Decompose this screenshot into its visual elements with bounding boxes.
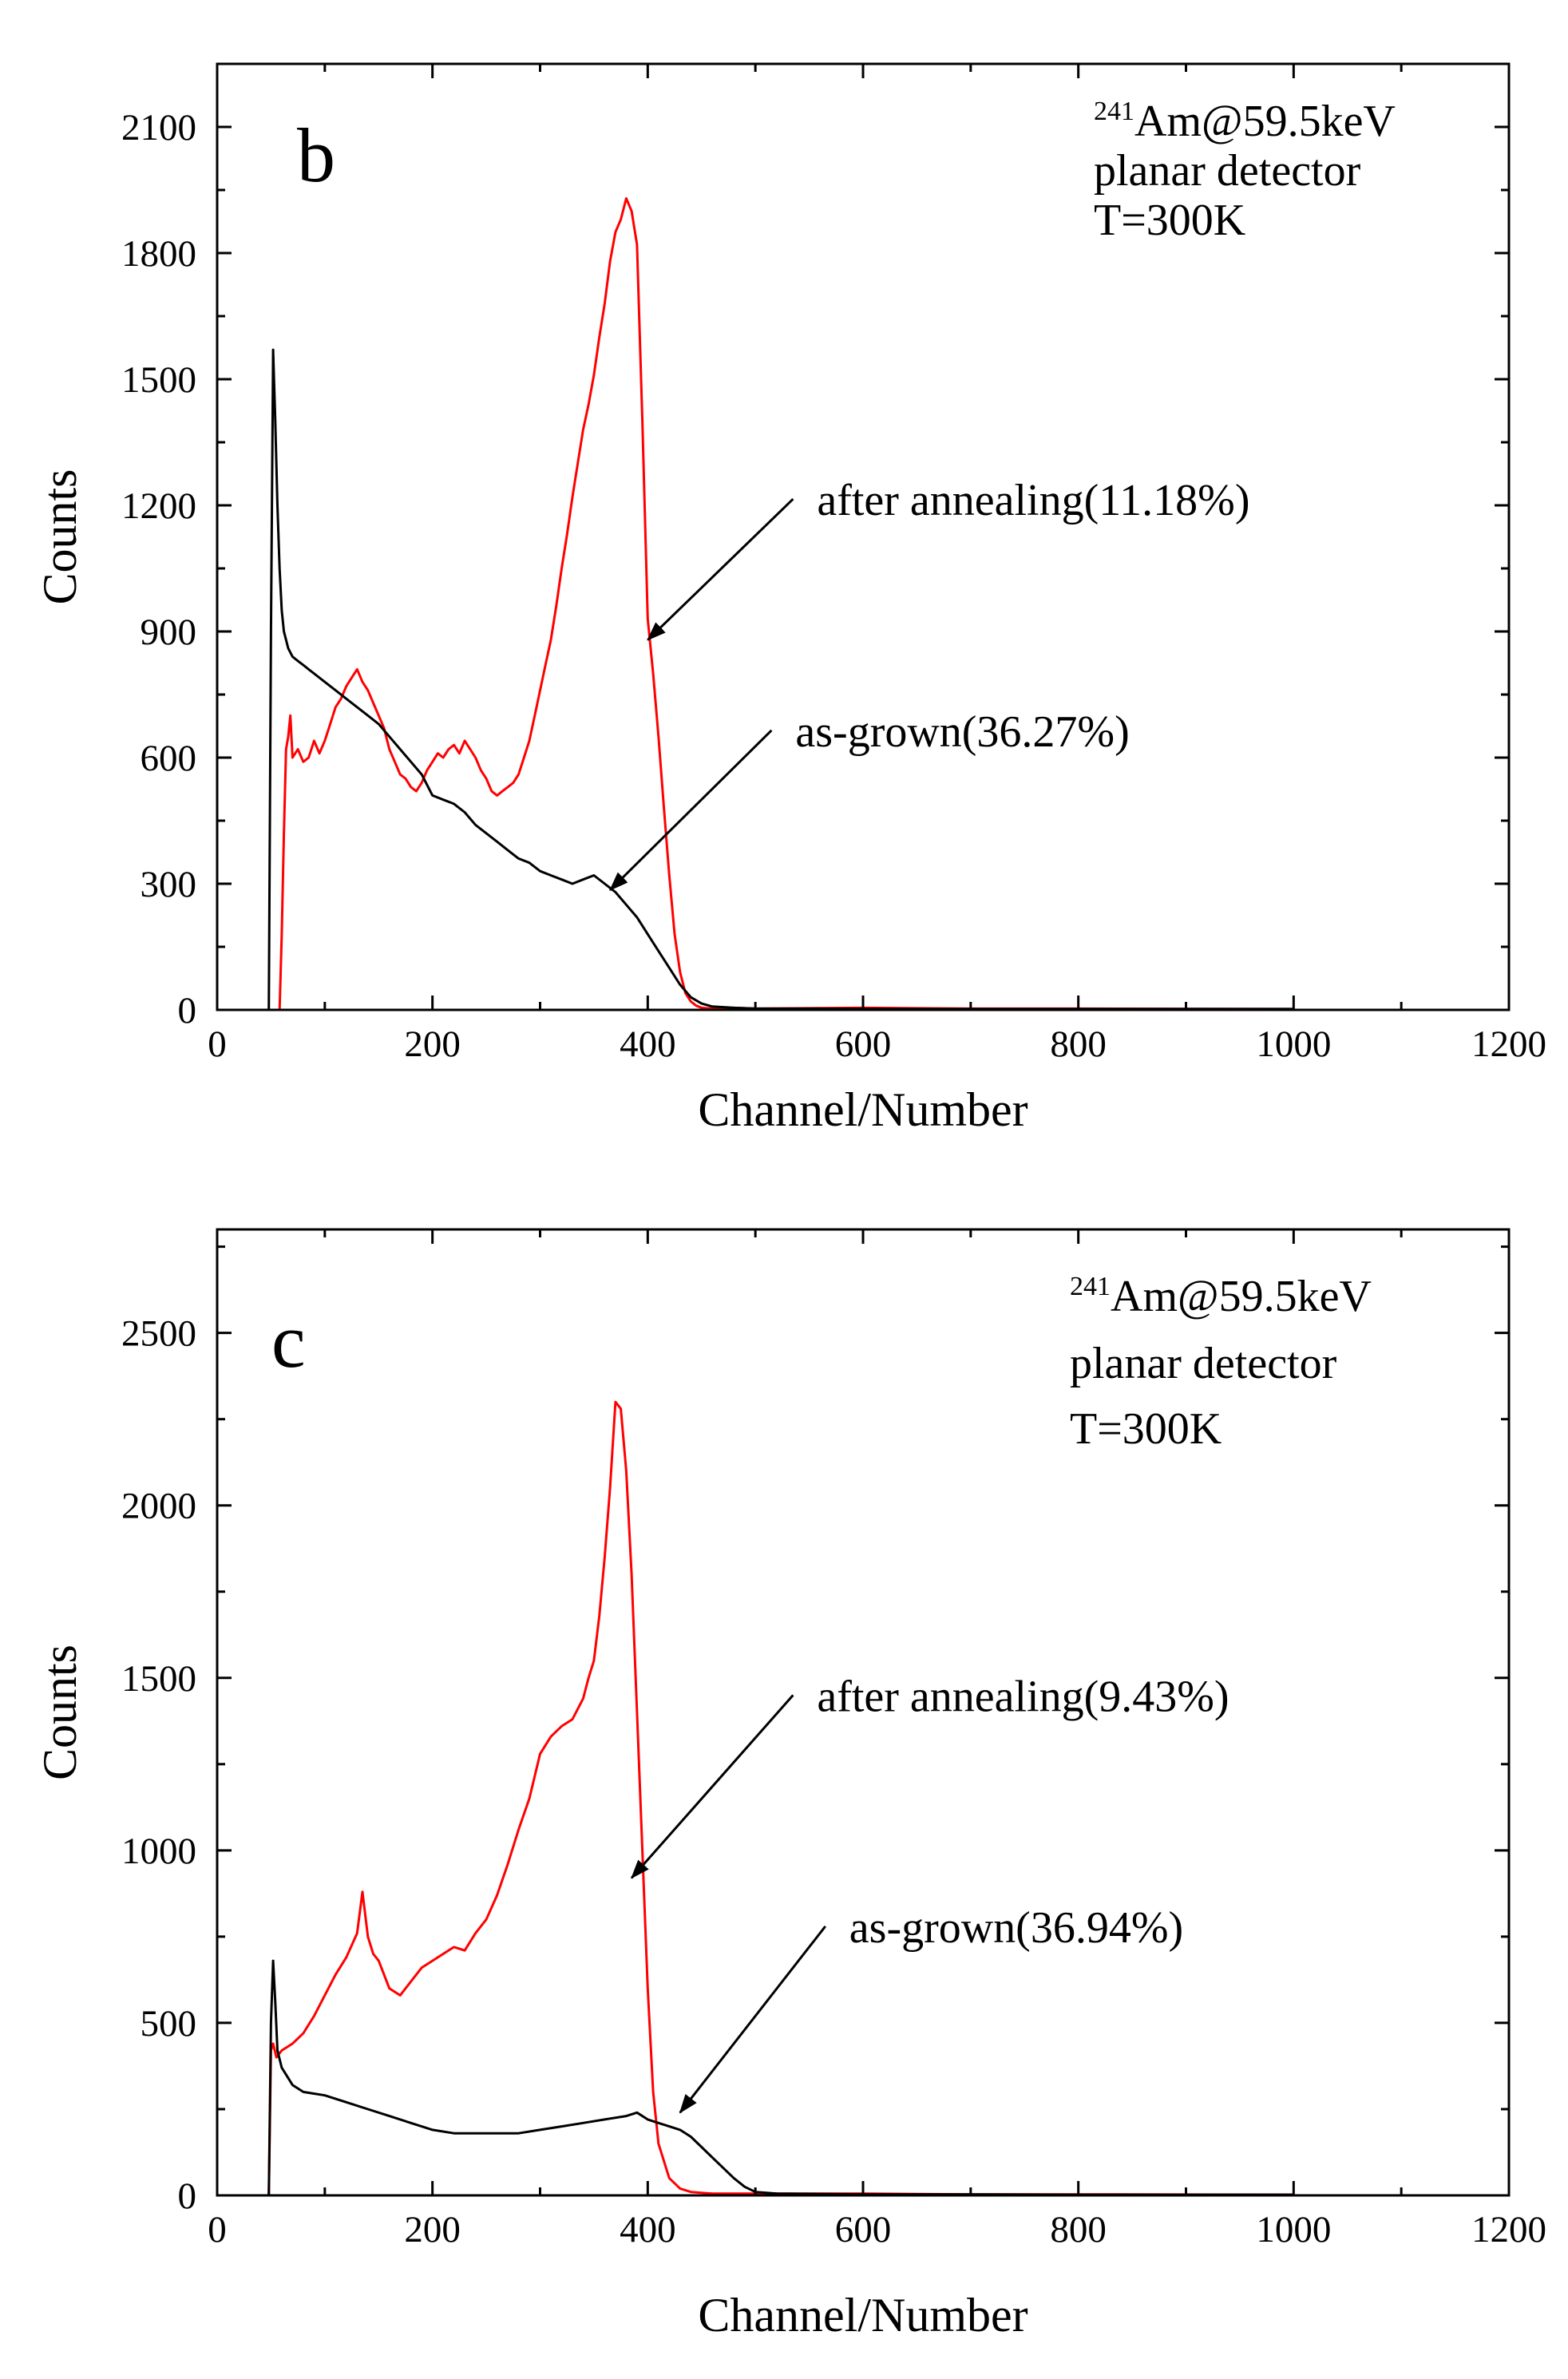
plot-frame [216, 62, 1511, 1011]
series-after-annealing-line [217, 197, 1294, 1011]
annotation-label-as-grown: as-grown(36.27%) [795, 707, 1129, 757]
y-tick-label: 2500 [121, 1313, 196, 1355]
panel-c-isotope-mass: 241 [1070, 1272, 1111, 1301]
series-after-annealing-line [217, 1400, 1294, 2197]
series-as-grown-line [217, 348, 1294, 1011]
annotation-label-as-grown: as-grown(36.94%) [849, 1903, 1183, 1953]
panel-b-info: 241Am@59.5keV planar detector T=300K [1094, 97, 1396, 245]
y-tick-label: 500 [141, 2003, 197, 2045]
x-axis-title: Channel/Number [698, 2289, 1028, 2341]
x-tick-label: 0 [208, 2209, 227, 2250]
x-tick-label: 200 [404, 1023, 461, 1065]
x-tick-label: 1200 [1471, 1023, 1546, 1065]
annotation-arrow-as-grown [679, 1926, 826, 2114]
x-tick-label: 200 [404, 2209, 461, 2250]
panel-b-info-detector: planar detector [1094, 146, 1361, 196]
panel-c-info: 241Am@59.5keV planar detector T=300K [1070, 1272, 1372, 1454]
y-tick-label: 1500 [121, 1658, 196, 1700]
panel-c-info-temperature: T=300K [1070, 1404, 1222, 1454]
annotation-arrow-as-grown [609, 729, 773, 891]
y-tick-label: 1200 [121, 485, 196, 527]
y-tick-label: 1800 [121, 233, 196, 275]
annotation-arrow-after-annealing [630, 1694, 794, 1879]
y-tick-label: 0 [178, 2175, 197, 2217]
x-tick-label: 400 [620, 2209, 676, 2250]
panel-c: c 241Am@59.5keV planar detector T=300K [271, 1272, 1372, 1454]
y-tick-label: 2100 [121, 107, 196, 148]
y-tick-label: 0 [178, 990, 197, 1031]
x-tick-label: 0 [208, 1023, 227, 1065]
panel-b: b 241Am@59.5keV planar detector T=300K [297, 97, 1396, 245]
panel-c-info-source: 241Am@59.5keV [1070, 1272, 1372, 1321]
x-tick-label: 600 [835, 2209, 892, 2250]
y-axis-title: Counts [34, 1645, 86, 1780]
x-tick-label: 600 [835, 1023, 892, 1065]
y-tick-label: 2000 [121, 1486, 196, 1527]
y-tick-label: 900 [141, 612, 197, 653]
panel-c-info-detector: planar detector [1070, 1339, 1337, 1388]
panel-c-source-text: Am@59.5keV [1111, 1272, 1372, 1321]
x-tick-label: 400 [620, 1023, 676, 1065]
y-axis-title: Counts [34, 469, 86, 604]
x-tick-label: 1000 [1256, 1023, 1331, 1065]
x-axis-title: Channel/Number [698, 1083, 1028, 1136]
annotation-label-after-annealing: after annealing(9.43%) [817, 1672, 1229, 1721]
chart-b: 0 200 400 600 800 1000 1200 0 300 600 900 1200 1500 1… [34, 62, 1546, 1136]
x-tick-label: 1000 [1256, 2209, 1331, 2250]
annotation-label-after-annealing: after annealing(11.18%) [817, 476, 1249, 525]
y-tick-label: 300 [141, 864, 197, 905]
x-tick-label: 800 [1050, 2209, 1107, 2250]
panel-b-info-temperature: T=300K [1094, 196, 1245, 245]
chart-c: 0 200 400 600 800 1000 1200 0 500 1000 1500 2000 250… [34, 1228, 1546, 2341]
y-tick-label: 600 [141, 738, 197, 779]
annotation-arrow-after-annealing [647, 498, 794, 641]
panel-letter-b: b [297, 113, 335, 198]
panel-b-info-source: 241Am@59.5keV [1094, 97, 1396, 146]
panel-b-isotope-mass: 241 [1094, 97, 1134, 126]
x-tick-label: 1200 [1471, 2209, 1546, 2250]
panel-letter-c: c [271, 1298, 306, 1383]
x-tick-label: 800 [1050, 1023, 1107, 1065]
y-tick-label: 1500 [121, 359, 196, 401]
panel-b-source-text: Am@59.5keV [1134, 97, 1396, 146]
y-tick-label: 1000 [121, 1831, 196, 1872]
series-as-grown-line [217, 1959, 1294, 2197]
